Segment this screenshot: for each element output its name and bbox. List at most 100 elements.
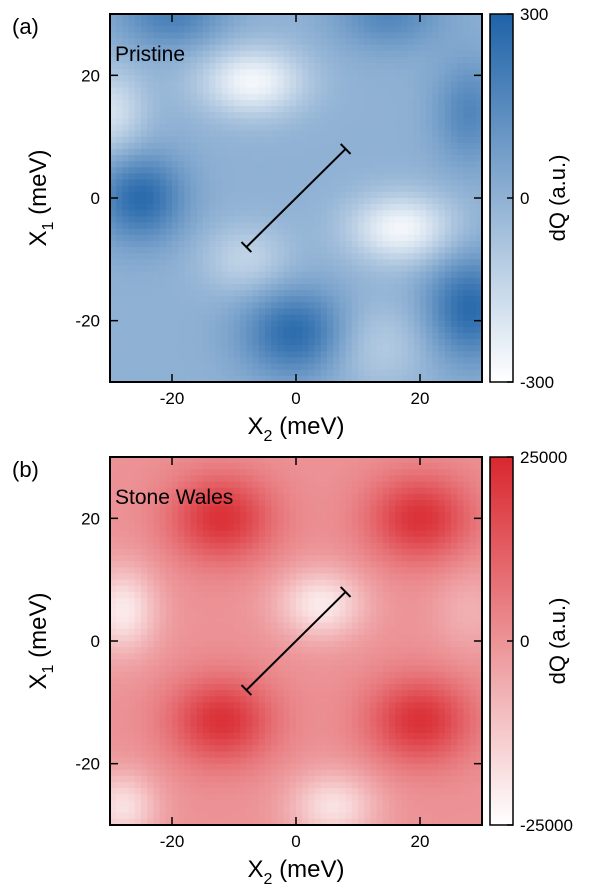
- heatmap-cell: [128, 775, 136, 783]
- heatmap-cell: [147, 26, 154, 33]
- heatmap-cell: [289, 173, 297, 181]
- heatmap-cell: [426, 375, 433, 383]
- heatmap-cell: [209, 499, 216, 507]
- heatmap-cell: [289, 130, 297, 138]
- heatmap-cell: [258, 345, 266, 352]
- heatmap-cell: [451, 26, 458, 33]
- heatmap-cell: [475, 69, 483, 76]
- heatmap-cell: [215, 457, 223, 464]
- heatmap-cell: [141, 665, 148, 673]
- heatmap-cell: [196, 296, 204, 303]
- heatmap-cell: [407, 191, 415, 199]
- heatmap-cell: [153, 561, 161, 568]
- heatmap-cell: [159, 210, 167, 217]
- heatmap-cell: [184, 87, 192, 95]
- heatmap-cell: [209, 549, 216, 556]
- heatmap-cell: [110, 56, 117, 64]
- heatmap-cell: [283, 50, 291, 58]
- heatmap-cell: [209, 573, 216, 581]
- heatmap-cell: [302, 363, 309, 371]
- heatmap-cell: [184, 93, 192, 101]
- heatmap-cell: [134, 308, 142, 316]
- heatmap-cell: [382, 375, 390, 383]
- heatmap-cell: [469, 106, 477, 113]
- heatmap-cell: [172, 469, 179, 476]
- heatmap-cell: [283, 339, 291, 346]
- heatmap-cell: [134, 339, 142, 346]
- heatmap-cell: [147, 240, 154, 248]
- heatmap-cell: [172, 81, 179, 89]
- heatmap-cell: [333, 161, 340, 168]
- heatmap-cell: [271, 69, 278, 76]
- heatmap-cell: [122, 296, 130, 303]
- heatmap-cell: [172, 222, 179, 230]
- heatmap-cell: [240, 259, 247, 267]
- heatmap-cell: [203, 469, 210, 476]
- heatmap-cell: [407, 210, 415, 217]
- heatmap-cell: [203, 332, 210, 340]
- heatmap-cell: [134, 204, 142, 211]
- heatmap-cell: [401, 351, 409, 359]
- heatmap-cell: [240, 487, 247, 495]
- heatmap-cell: [196, 622, 204, 630]
- heatmap-cell: [438, 179, 446, 187]
- heatmap-cell: [122, 26, 130, 33]
- heatmap-cell: [271, 130, 278, 138]
- heatmap-cell: [153, 726, 161, 734]
- heatmap-cell: [209, 93, 216, 101]
- heatmap-cell: [351, 296, 359, 303]
- heatmap-cell: [128, 161, 136, 168]
- heatmap-cell: [116, 800, 123, 808]
- heatmap-cell: [289, 99, 297, 107]
- heatmap-cell: [296, 136, 303, 144]
- heatmap-cell: [190, 610, 198, 618]
- heatmap-cell: [407, 32, 415, 40]
- heatmap-cell: [178, 99, 185, 107]
- heatmap-cell: [395, 375, 402, 383]
- heatmap-cell: [147, 75, 154, 83]
- heatmap-cell: [289, 339, 297, 346]
- heatmap-cell: [296, 130, 303, 138]
- heatmap-cell: [196, 634, 204, 642]
- heatmap-cell: [190, 277, 198, 285]
- heatmap-cell: [128, 745, 136, 752]
- heatmap-cell: [209, 357, 216, 365]
- heatmap-cell: [265, 326, 272, 334]
- heatmap-cell: [240, 665, 247, 673]
- heatmap-cell: [134, 136, 142, 144]
- heatmap-cell: [376, 185, 384, 193]
- heatmap-cell: [395, 173, 402, 181]
- heatmap-cell: [320, 320, 328, 328]
- heatmap-cell: [141, 751, 148, 759]
- heatmap-cell: [351, 99, 359, 107]
- heatmap-cell: [240, 332, 247, 340]
- heatmap-cell: [302, 253, 309, 260]
- heatmap-cell: [240, 628, 247, 636]
- heatmap-cell: [240, 653, 247, 660]
- heatmap-cell: [401, 302, 409, 309]
- heatmap-cell: [289, 69, 297, 76]
- heatmap-cell: [333, 283, 340, 291]
- heatmap-cell: [413, 357, 421, 365]
- heatmap-cell: [221, 659, 229, 667]
- heatmap-cell: [116, 585, 123, 593]
- heatmap-cell: [252, 38, 260, 46]
- heatmap-cell: [258, 179, 266, 187]
- heatmap-cell: [159, 87, 167, 95]
- heatmap-cell: [196, 228, 204, 236]
- heatmap-cell: [240, 326, 247, 334]
- heatmap-cell: [116, 314, 123, 322]
- heatmap-cell: [227, 375, 235, 383]
- heatmap-cell: [172, 585, 179, 593]
- heatmap-cell: [234, 271, 241, 279]
- heatmap-cell: [221, 148, 229, 156]
- heatmap-cell: [110, 542, 117, 550]
- heatmap-cell: [147, 665, 154, 673]
- heatmap-cell: [190, 616, 198, 624]
- heatmap-cell: [271, 265, 278, 273]
- heatmap-cell: [172, 167, 179, 175]
- heatmap-cell: [184, 567, 192, 575]
- heatmap-cell: [122, 598, 130, 605]
- heatmap-cell: [289, 363, 297, 371]
- heatmap-cell: [178, 87, 185, 95]
